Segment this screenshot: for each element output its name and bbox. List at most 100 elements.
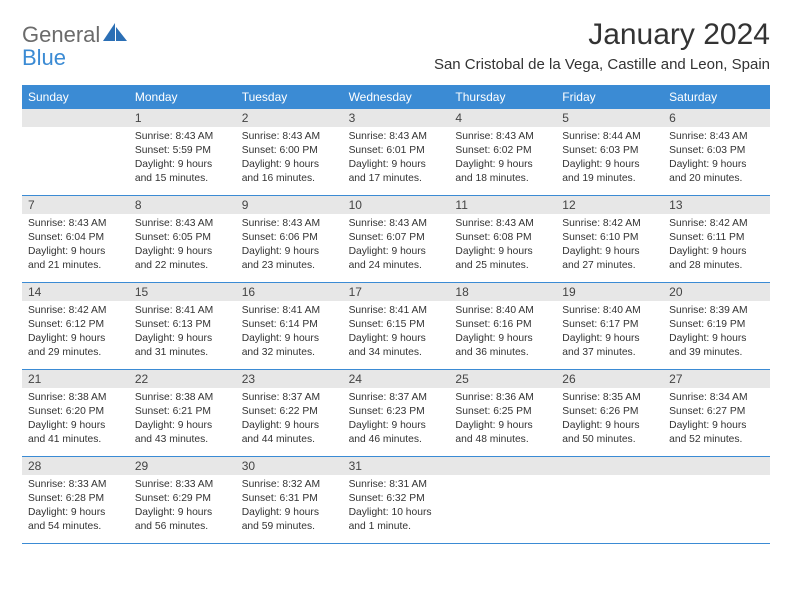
- day-d2: and 54 minutes.: [28, 520, 123, 534]
- day-details: Sunrise: 8:31 AMSunset: 6:32 PMDaylight:…: [343, 475, 450, 540]
- day-ss: Sunset: 6:15 PM: [349, 318, 444, 332]
- day-details: Sunrise: 8:38 AMSunset: 6:21 PMDaylight:…: [129, 388, 236, 453]
- day-d1: Daylight: 9 hours: [242, 419, 337, 433]
- day-details: Sunrise: 8:39 AMSunset: 6:19 PMDaylight:…: [663, 301, 770, 366]
- day-ss: Sunset: 5:59 PM: [135, 144, 230, 158]
- day-number: 12: [556, 196, 663, 214]
- day-cell: 27Sunrise: 8:34 AMSunset: 6:27 PMDayligh…: [663, 370, 770, 456]
- day-number: [449, 457, 556, 475]
- day-cell: 11Sunrise: 8:43 AMSunset: 6:08 PMDayligh…: [449, 196, 556, 282]
- day-d1: Daylight: 9 hours: [349, 158, 444, 172]
- day-ss: Sunset: 6:02 PM: [455, 144, 550, 158]
- day-sr: Sunrise: 8:40 AM: [562, 304, 657, 318]
- day-number: 6: [663, 109, 770, 127]
- day-d2: and 27 minutes.: [562, 259, 657, 273]
- day-cell: 22Sunrise: 8:38 AMSunset: 6:21 PMDayligh…: [129, 370, 236, 456]
- title-block: January 2024 San Cristobal de la Vega, C…: [434, 18, 770, 73]
- day-d2: and 39 minutes.: [669, 346, 764, 360]
- day-sr: Sunrise: 8:38 AM: [135, 391, 230, 405]
- day-sr: Sunrise: 8:43 AM: [455, 217, 550, 231]
- day-sr: Sunrise: 8:35 AM: [562, 391, 657, 405]
- day-sr: Sunrise: 8:40 AM: [455, 304, 550, 318]
- day-details: Sunrise: 8:37 AMSunset: 6:22 PMDaylight:…: [236, 388, 343, 453]
- day-sr: Sunrise: 8:44 AM: [562, 130, 657, 144]
- day-d1: Daylight: 9 hours: [349, 419, 444, 433]
- day-ss: Sunset: 6:07 PM: [349, 231, 444, 245]
- weekday-header: Thursday: [449, 85, 556, 109]
- day-ss: Sunset: 6:28 PM: [28, 492, 123, 506]
- day-d2: and 19 minutes.: [562, 172, 657, 186]
- day-number: 16: [236, 283, 343, 301]
- day-ss: Sunset: 6:19 PM: [669, 318, 764, 332]
- day-sr: Sunrise: 8:43 AM: [669, 130, 764, 144]
- day-number: 17: [343, 283, 450, 301]
- day-details: Sunrise: 8:37 AMSunset: 6:23 PMDaylight:…: [343, 388, 450, 453]
- day-ss: Sunset: 6:08 PM: [455, 231, 550, 245]
- day-number: 2: [236, 109, 343, 127]
- day-d1: Daylight: 9 hours: [669, 158, 764, 172]
- day-details: Sunrise: 8:43 AMSunset: 6:08 PMDaylight:…: [449, 214, 556, 279]
- day-number: 22: [129, 370, 236, 388]
- day-d1: Daylight: 9 hours: [242, 245, 337, 259]
- day-d1: Daylight: 9 hours: [562, 332, 657, 346]
- day-d2: and 18 minutes.: [455, 172, 550, 186]
- day-d1: Daylight: 9 hours: [28, 506, 123, 520]
- day-d1: Daylight: 9 hours: [455, 158, 550, 172]
- day-ss: Sunset: 6:13 PM: [135, 318, 230, 332]
- day-cell: [556, 457, 663, 543]
- day-d2: and 34 minutes.: [349, 346, 444, 360]
- day-number: 31: [343, 457, 450, 475]
- day-d1: Daylight: 9 hours: [455, 419, 550, 433]
- day-cell: 30Sunrise: 8:32 AMSunset: 6:31 PMDayligh…: [236, 457, 343, 543]
- day-d2: and 43 minutes.: [135, 433, 230, 447]
- day-cell: 18Sunrise: 8:40 AMSunset: 6:16 PMDayligh…: [449, 283, 556, 369]
- week-row: 28Sunrise: 8:33 AMSunset: 6:28 PMDayligh…: [22, 457, 770, 544]
- day-d2: and 21 minutes.: [28, 259, 123, 273]
- logo-sail-icon: [102, 22, 128, 42]
- day-d2: and 44 minutes.: [242, 433, 337, 447]
- day-d2: and 52 minutes.: [669, 433, 764, 447]
- month-title: January 2024: [434, 18, 770, 52]
- day-sr: Sunrise: 8:33 AM: [28, 478, 123, 492]
- day-details: Sunrise: 8:41 AMSunset: 6:13 PMDaylight:…: [129, 301, 236, 366]
- day-sr: Sunrise: 8:42 AM: [28, 304, 123, 318]
- day-cell: [449, 457, 556, 543]
- logo: General Blue: [22, 18, 128, 70]
- day-ss: Sunset: 6:10 PM: [562, 231, 657, 245]
- day-ss: Sunset: 6:12 PM: [28, 318, 123, 332]
- day-d2: and 16 minutes.: [242, 172, 337, 186]
- day-details: Sunrise: 8:42 AMSunset: 6:12 PMDaylight:…: [22, 301, 129, 366]
- day-details: Sunrise: 8:33 AMSunset: 6:29 PMDaylight:…: [129, 475, 236, 540]
- day-sr: Sunrise: 8:31 AM: [349, 478, 444, 492]
- day-d1: Daylight: 9 hours: [28, 245, 123, 259]
- day-sr: Sunrise: 8:43 AM: [242, 217, 337, 231]
- day-d2: and 1 minute.: [349, 520, 444, 534]
- day-ss: Sunset: 6:01 PM: [349, 144, 444, 158]
- day-d2: and 23 minutes.: [242, 259, 337, 273]
- day-sr: Sunrise: 8:32 AM: [242, 478, 337, 492]
- day-number: 15: [129, 283, 236, 301]
- day-ss: Sunset: 6:04 PM: [28, 231, 123, 245]
- day-number: 23: [236, 370, 343, 388]
- location: San Cristobal de la Vega, Castille and L…: [434, 56, 770, 73]
- day-sr: Sunrise: 8:37 AM: [349, 391, 444, 405]
- day-d2: and 56 minutes.: [135, 520, 230, 534]
- day-cell: 7Sunrise: 8:43 AMSunset: 6:04 PMDaylight…: [22, 196, 129, 282]
- day-details: Sunrise: 8:44 AMSunset: 6:03 PMDaylight:…: [556, 127, 663, 192]
- day-number: 26: [556, 370, 663, 388]
- day-details: Sunrise: 8:32 AMSunset: 6:31 PMDaylight:…: [236, 475, 343, 540]
- day-cell: 16Sunrise: 8:41 AMSunset: 6:14 PMDayligh…: [236, 283, 343, 369]
- day-ss: Sunset: 6:20 PM: [28, 405, 123, 419]
- weekday-header: Sunday: [22, 85, 129, 109]
- weekday-header: Saturday: [663, 85, 770, 109]
- day-d1: Daylight: 9 hours: [669, 245, 764, 259]
- day-details: Sunrise: 8:33 AMSunset: 6:28 PMDaylight:…: [22, 475, 129, 540]
- day-ss: Sunset: 6:31 PM: [242, 492, 337, 506]
- day-d1: Daylight: 9 hours: [135, 332, 230, 346]
- day-cell: 29Sunrise: 8:33 AMSunset: 6:29 PMDayligh…: [129, 457, 236, 543]
- day-d2: and 37 minutes.: [562, 346, 657, 360]
- header: General Blue January 2024 San Cristobal …: [22, 18, 770, 73]
- day-details: Sunrise: 8:43 AMSunset: 6:04 PMDaylight:…: [22, 214, 129, 279]
- day-cell: [663, 457, 770, 543]
- day-details: Sunrise: 8:43 AMSunset: 6:06 PMDaylight:…: [236, 214, 343, 279]
